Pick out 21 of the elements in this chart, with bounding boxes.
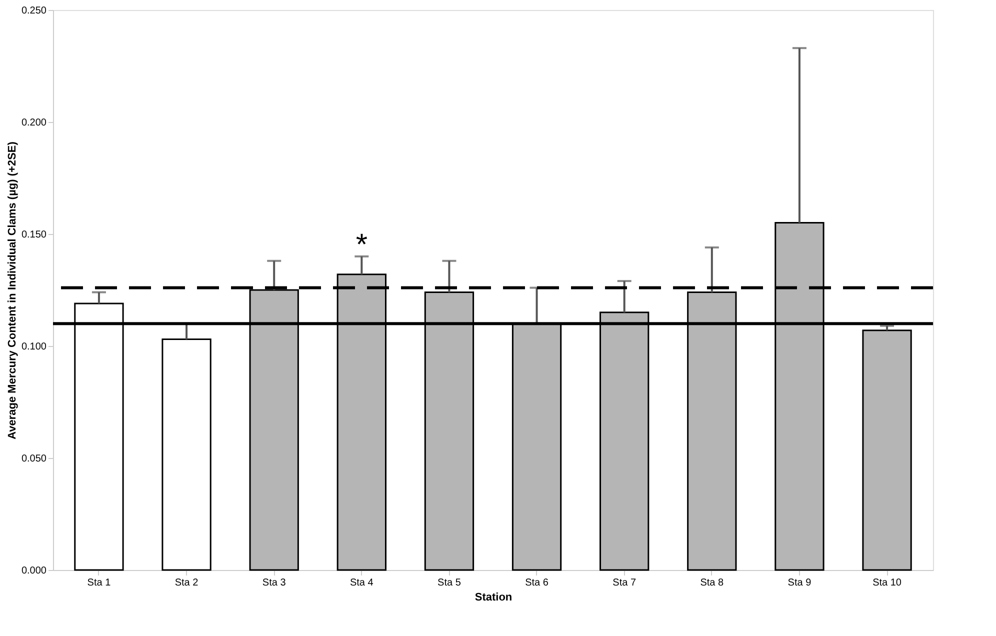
- x-tick-label: Sta 6: [525, 578, 549, 588]
- bar: [162, 338, 212, 571]
- y-axis-title: Average Mercury Content in Individual Clams (µg) (+2SE): [6, 141, 18, 440]
- x-tick-label: Sta 2: [174, 578, 199, 588]
- y-tick-label: 0.250: [21, 6, 47, 16]
- y-tick-label: 0.050: [21, 454, 47, 464]
- y-tick-label: 0.100: [21, 342, 47, 352]
- x-axis-title: Station: [474, 592, 512, 604]
- y-tick-label: 0.150: [21, 230, 47, 240]
- bar: [862, 330, 912, 571]
- y-tick-label: 0.000: [21, 566, 47, 576]
- y-tick-label: 0.200: [21, 118, 47, 128]
- x-tick-label: Sta 1: [87, 578, 112, 588]
- x-tick-label: Sta 9: [788, 578, 812, 588]
- x-tick-label: Sta 3: [262, 578, 286, 588]
- x-tick-label: Sta 7: [612, 578, 636, 588]
- x-tick-label: Sta 10: [872, 578, 902, 588]
- annotation: *: [356, 228, 368, 262]
- x-tick-label: Sta 8: [700, 578, 724, 588]
- x-tick-label: Sta 5: [438, 578, 462, 588]
- x-tick-label: Sta 4: [350, 578, 374, 588]
